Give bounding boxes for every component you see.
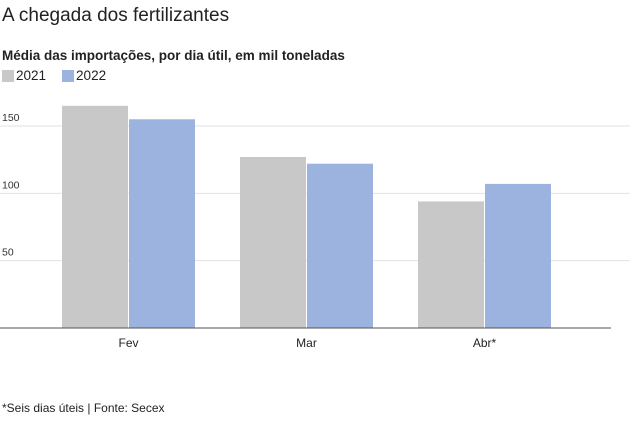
- bar-2022-fev: [129, 119, 195, 329]
- bar-2022-mar: [307, 163, 373, 328]
- source-note: *Seis dias úteis | Fonte: Secex: [2, 401, 165, 415]
- bar-2021-fev: [62, 105, 128, 328]
- legend-swatch-2022: [62, 69, 75, 82]
- bar-2021-mar: [240, 156, 306, 328]
- y-tick-label-50: 50: [2, 247, 14, 259]
- legend-label-2021: 2021: [16, 68, 47, 83]
- bar-2022-abr: [485, 183, 551, 328]
- legend-label-2022: 2022: [76, 68, 107, 83]
- x-tick-label-mar: Mar: [296, 336, 317, 350]
- chart-title: A chegada dos fertilizantes: [2, 5, 230, 26]
- legend-item-2021: 2021: [2, 68, 46, 83]
- legend-swatch-2021: [2, 69, 14, 82]
- chart-subtitle: Média das importações, por dia útil, em …: [2, 48, 345, 63]
- legend-item-2022: 2022: [62, 68, 106, 83]
- legend: 2021 2022: [2, 68, 106, 83]
- y-tick-label-150: 150: [2, 112, 20, 124]
- x-tick-label-fev: Fev: [118, 336, 138, 350]
- bar-2021-abr: [418, 201, 484, 328]
- x-tick-label-abr: Abr*: [473, 336, 497, 350]
- y-tick-label-100: 100: [2, 179, 20, 191]
